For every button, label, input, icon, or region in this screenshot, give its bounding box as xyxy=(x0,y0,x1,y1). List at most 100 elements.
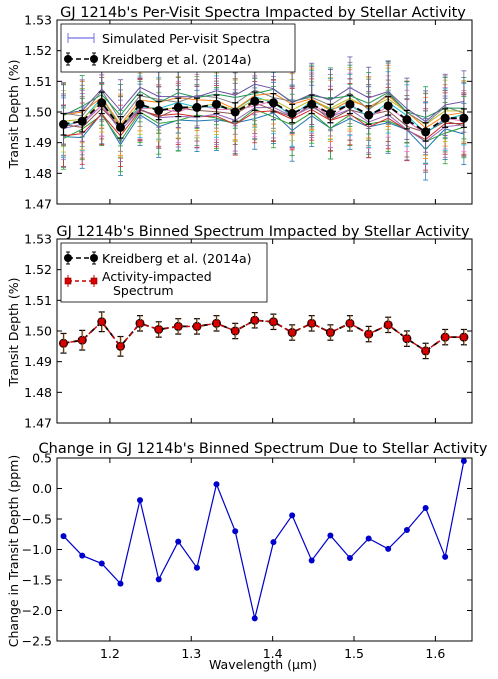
change-point xyxy=(137,497,143,504)
change-point xyxy=(117,580,124,587)
legend-activity-label-line1: Activity-impacted xyxy=(102,269,212,284)
legend-kreidberg-swatch xyxy=(64,251,98,265)
y-tick-label: 0.0 xyxy=(32,481,52,496)
x-tick-label: 1.6 xyxy=(425,646,445,661)
activity-point xyxy=(231,327,239,335)
panel-3-y-axis-label: Change in Transit Depth (ppm) xyxy=(6,455,21,647)
kreidberg-point xyxy=(173,102,183,112)
change-point xyxy=(193,564,200,571)
y-tick-label: 1.48 xyxy=(24,385,52,400)
change-point xyxy=(346,555,353,562)
change-point xyxy=(327,532,334,539)
simulated-spectrum-line xyxy=(63,112,464,151)
y-tick-label: 1.48 xyxy=(24,166,52,181)
change-point xyxy=(60,533,67,540)
y-tick-label: 1.50 xyxy=(24,105,52,120)
x-tick-label: 1.5 xyxy=(344,646,364,661)
kreidberg-point xyxy=(459,113,469,123)
activity-point xyxy=(384,321,392,329)
y-tick-label: 1.51 xyxy=(24,293,52,308)
activity-point xyxy=(117,343,124,350)
y-tick-label: −1.0 xyxy=(22,542,52,557)
change-point xyxy=(270,539,277,546)
activity-point xyxy=(251,316,259,324)
change-point xyxy=(442,553,449,560)
panel-2-legend: Kreidberg et al. (2014a) Activity-impact… xyxy=(60,242,268,303)
kreidberg-point xyxy=(135,99,145,109)
activity-point xyxy=(60,339,67,347)
change-point xyxy=(251,615,258,622)
simulated-spectrum-line xyxy=(63,89,465,125)
activity-point xyxy=(422,347,429,355)
panel-1-y-axis-label: Transit Depth (%) xyxy=(6,59,21,169)
activity-point xyxy=(365,330,372,338)
change-point xyxy=(289,512,296,519)
activity-point xyxy=(403,335,411,342)
panel-3-x-axis-label: Wavelength (μm) xyxy=(209,657,317,672)
activity-point xyxy=(213,320,220,327)
y-tick-label: 1.52 xyxy=(24,262,52,277)
y-tick-label: 1.50 xyxy=(24,324,52,339)
y-tick-label: 1.51 xyxy=(24,74,52,89)
legend-kreidberg-label: Kreidberg et al. (2014a) xyxy=(102,52,251,67)
kreidberg-point xyxy=(325,109,335,119)
panel-binned-spectrum: GJ 1214b's Binned Spectrum Impacted by S… xyxy=(6,224,473,431)
kreidberg-point xyxy=(211,99,221,109)
y-tick-label: 1.49 xyxy=(24,135,52,150)
change-point xyxy=(460,458,467,465)
y-tick-label: 1.52 xyxy=(24,43,52,58)
change-point xyxy=(232,528,239,535)
legend-kreidberg-label: Kreidberg et al. (2014a) xyxy=(102,251,251,266)
kreidberg-point xyxy=(383,101,393,111)
y-tick-label: 0.5 xyxy=(32,451,52,466)
activity-point xyxy=(288,329,296,336)
kreidberg-point xyxy=(345,99,355,109)
activity-point xyxy=(174,323,182,330)
activity-point xyxy=(327,329,334,336)
x-tick-label: 1.3 xyxy=(181,646,201,661)
y-tick-label: 1.47 xyxy=(24,416,52,431)
change-point xyxy=(175,538,182,545)
y-tick-label: −0.5 xyxy=(22,512,52,527)
panel-per-visit-spectra: GJ 1214b's Per-Visit Spectra Impacted by… xyxy=(6,5,473,212)
y-tick-label: 1.53 xyxy=(24,13,52,28)
kreidberg-point xyxy=(421,127,431,137)
panel-2-title: GJ 1214b's Binned Spectrum Impacted by S… xyxy=(56,224,470,240)
legend-activity-label-line2: Spectrum xyxy=(113,283,174,298)
panel-2-y-axis-label: Transit Depth (%) xyxy=(6,277,21,387)
kreidberg-point xyxy=(230,107,240,117)
y-tick-label: −2.0 xyxy=(22,603,52,618)
panel-3-title: Change in GJ 1214b's Binned Spectrum Due… xyxy=(39,441,488,457)
activity-point xyxy=(308,320,315,327)
activity-point xyxy=(270,318,277,326)
y-tick-label: 1.47 xyxy=(24,197,52,212)
change-point xyxy=(308,557,315,564)
simulated-spectrum-line xyxy=(63,102,464,134)
panel-1-title: GJ 1214b's Per-Visit Spectra Impacted by… xyxy=(60,5,466,21)
kreidberg-point xyxy=(440,113,450,123)
change-point xyxy=(155,576,162,583)
panel-2-axes-frame xyxy=(56,238,473,424)
activity-point xyxy=(441,333,449,341)
change-point xyxy=(422,505,429,512)
kreidberg-point xyxy=(192,102,202,112)
change-point xyxy=(385,545,392,552)
simulated-spectrum-line xyxy=(63,108,464,141)
y-tick-label: −1.5 xyxy=(22,573,52,588)
kreidberg-point xyxy=(115,122,125,132)
change-line xyxy=(63,460,465,619)
simulated-spectrum-line xyxy=(63,88,464,118)
legend-kreidberg-swatch xyxy=(64,52,98,66)
kreidberg-point xyxy=(154,105,164,115)
activity-point xyxy=(193,323,201,330)
activity-line xyxy=(63,319,464,352)
kreidberg-point xyxy=(59,119,69,129)
activity-point xyxy=(460,333,468,341)
activity-point xyxy=(98,318,106,326)
simulated-spectrum-line xyxy=(63,83,464,123)
panel-3-axes-frame xyxy=(56,457,473,642)
kreidberg-point xyxy=(402,115,412,125)
panel-change-in-depth: Change in GJ 1214b's Binned Spectrum Due… xyxy=(6,441,488,672)
panel-1-legend: Simulated Per-visit Spectra Kreidberg et… xyxy=(60,23,296,73)
